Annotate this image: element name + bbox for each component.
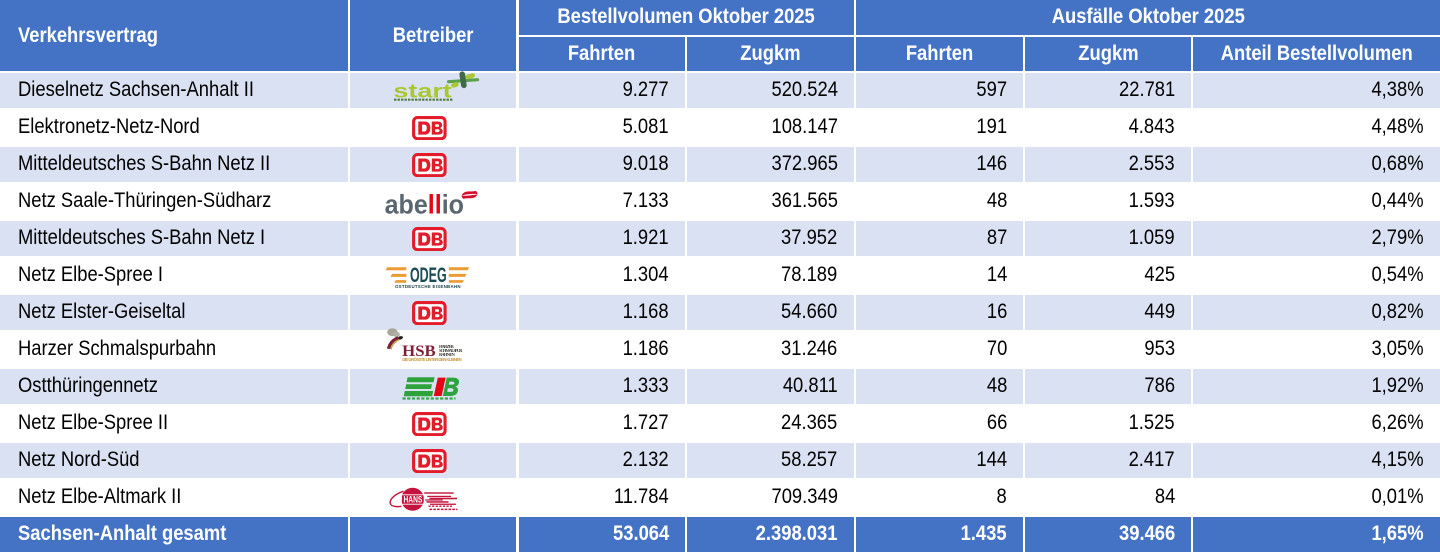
svg-text:start: start <box>393 80 452 102</box>
svg-text:BAHNEN: BAHNEN <box>439 352 456 357</box>
svg-text:OSTDEUTSCHE EISENBAHN: OSTDEUTSCHE EISENBAHN <box>395 285 461 290</box>
svg-text:HSB: HSB <box>402 343 436 360</box>
svg-text:ODEG: ODEG <box>410 266 447 287</box>
svg-text:DIE GRÖSSTE UNTER DEN KLEINEN: DIE GRÖSSTE UNTER DEN KLEINEN <box>402 357 462 362</box>
svg-text:abellio: abellio <box>385 189 464 218</box>
svg-text:SCHMALSPUR: SCHMALSPUR <box>439 348 463 353</box>
svg-text:HARZER: HARZER <box>439 344 455 349</box>
svg-text:HANS: HANS <box>404 495 423 505</box>
